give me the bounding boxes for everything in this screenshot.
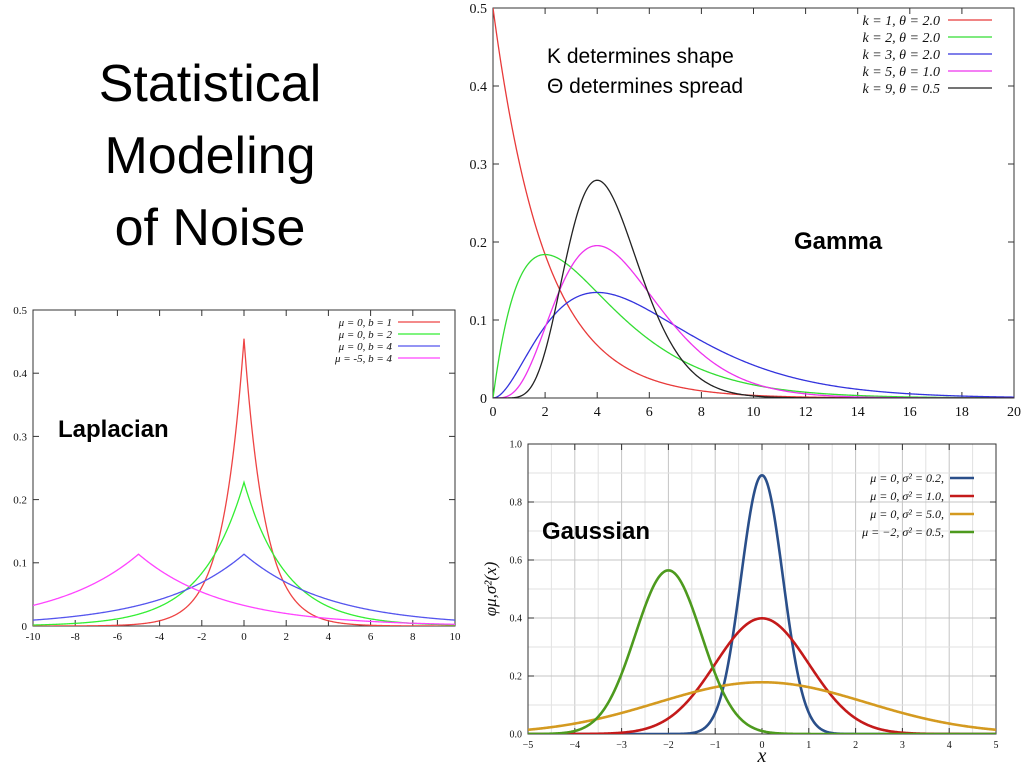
legend-label-3: k = 3, θ = 2.0 bbox=[863, 48, 941, 63]
legend-label-4: k = 5, θ = 1.0 bbox=[863, 65, 941, 80]
x-tick-label: −2 bbox=[663, 740, 674, 751]
series-line-4 bbox=[528, 569, 996, 734]
y-tick-label: 0.6 bbox=[510, 556, 523, 567]
y-tick-label: 0.1 bbox=[470, 314, 488, 329]
series-line-1 bbox=[33, 338, 455, 626]
y-tick-label: 0.5 bbox=[470, 2, 488, 17]
gamma-chart: 0 2 4 6 8 10 12 14 16 18 20 0 0.1 0.2 0.3 0.4 0.5 k = 1, … bbox=[470, 2, 1022, 420]
y-tick-label: 0.1 bbox=[13, 558, 27, 570]
legend-label-3: μ = 0, σ² = 5.0, bbox=[869, 507, 944, 521]
title-line-2: Modeling bbox=[104, 127, 316, 185]
x-tick-label: -6 bbox=[113, 631, 123, 643]
x-tick-label: 4 bbox=[326, 631, 332, 643]
x-tick-label: -10 bbox=[26, 631, 41, 643]
laplacian-chart: -10 -8 -6 -4 -2 0 2 4 6 8 10 0 0.1 0.2 0.3 0.4 0.5 μ = 0,… bbox=[13, 305, 462, 643]
series-line-2 bbox=[33, 480, 455, 626]
y-tick-label: 0.0 bbox=[510, 730, 523, 741]
series-line-3 bbox=[493, 291, 1014, 398]
gamma-annotation: K determines shape Θ determines spread bbox=[547, 42, 743, 102]
x-tick-label: 10 bbox=[450, 631, 462, 643]
x-tick-label: 8 bbox=[698, 405, 705, 420]
legend-label-5: k = 9, θ = 0.5 bbox=[863, 82, 941, 97]
y-tick-label: 0.2 bbox=[510, 672, 523, 683]
gamma-label: Gamma bbox=[794, 228, 883, 255]
y-tick-label: 0.4 bbox=[510, 614, 523, 625]
series-line-4 bbox=[493, 244, 1014, 398]
x-tick-label: 20 bbox=[1007, 405, 1021, 420]
legend-label-3: μ = 0, b = 4 bbox=[338, 341, 393, 353]
legend-label-1: μ = 0, b = 1 bbox=[338, 317, 392, 329]
x-tick-label: −5 bbox=[523, 740, 534, 751]
y-tick-label: 0.2 bbox=[470, 236, 488, 251]
legend-label-1: μ = 0, σ² = 0.2, bbox=[869, 471, 944, 485]
laplacian-chart-panel: -10 -8 -6 -4 -2 0 2 4 6 8 10 0 0.1 0.2 0.3 0.4 0.5 μ = 0,… bbox=[0, 300, 470, 660]
x-tick-label: 6 bbox=[368, 631, 374, 643]
gaussian-chart-panel: −5 −4 −3 −2 −1 0 1 2 3 4 5 0.0 0.2 0.4 0.6 0.8 1.0 μ = 0,… bbox=[472, 432, 1024, 768]
y-tick-label: 0.8 bbox=[510, 498, 523, 509]
x-tick-label: 2 bbox=[283, 631, 289, 643]
x-tick-label: -2 bbox=[197, 631, 206, 643]
x-tick-label: 4 bbox=[594, 405, 601, 420]
x-tick-label: 0 bbox=[241, 631, 247, 643]
x-tick-label: 18 bbox=[955, 405, 969, 420]
series-line-5 bbox=[493, 179, 1014, 398]
legend-label-1: k = 1, θ = 2.0 bbox=[863, 14, 941, 29]
y-tick-label: 0.5 bbox=[13, 305, 27, 317]
y-tick-label: 0.3 bbox=[470, 158, 488, 173]
x-tick-label: 8 bbox=[410, 631, 416, 643]
x-tick-label: 10 bbox=[747, 405, 761, 420]
x-tick-label: 0 bbox=[490, 405, 497, 420]
gamma-annotation-line-2: Θ determines spread bbox=[547, 75, 744, 98]
x-tick-label: 12 bbox=[799, 405, 813, 420]
x-tick-label: 16 bbox=[903, 405, 917, 420]
y-tick-label: 0 bbox=[22, 621, 28, 633]
x-tick-label: 1 bbox=[806, 740, 811, 751]
x-tick-label: 2 bbox=[542, 405, 549, 420]
gamma-chart-panel: 0 2 4 6 8 10 12 14 16 18 20 0 0.1 0.2 0.3 0.4 0.5 k = 1, … bbox=[440, 0, 1024, 432]
legend-label-4: μ = −2, σ² = 0.5, bbox=[861, 525, 944, 539]
x-tick-label: 3 bbox=[900, 740, 905, 751]
x-tick-label: 14 bbox=[851, 405, 865, 420]
y-tick-label: 0.3 bbox=[13, 431, 27, 443]
laplacian-label: Laplacian bbox=[58, 416, 169, 443]
y-tick-label: 0.2 bbox=[13, 494, 27, 506]
y-tick-label: 0 bbox=[480, 392, 487, 407]
x-tick-label: 2 bbox=[853, 740, 858, 751]
legend-label-2: μ = 0, b = 2 bbox=[338, 329, 393, 341]
x-tick-label: 4 bbox=[947, 740, 952, 751]
gamma-annotation-line-1: K determines shape bbox=[547, 45, 734, 68]
series-line-1 bbox=[528, 473, 996, 734]
y-tick-label: 0.4 bbox=[470, 80, 488, 95]
y-axis-label: φμ,σ²(x) bbox=[481, 561, 500, 616]
x-tick-label: 5 bbox=[994, 740, 999, 751]
series-line-3 bbox=[528, 680, 996, 732]
legend-label-2: μ = 0, σ² = 1.0, bbox=[869, 489, 944, 503]
title-line-3: of Noise bbox=[114, 199, 306, 257]
slide-title: Statistical Modeling of Noise bbox=[40, 48, 380, 264]
x-tick-label: -8 bbox=[71, 631, 81, 643]
gaussian-label: Gaussian bbox=[542, 518, 651, 545]
x-tick-label: 0 bbox=[760, 740, 765, 751]
x-tick-label: -4 bbox=[155, 631, 165, 643]
title-line-1: Statistical bbox=[98, 55, 322, 113]
legend-label-2: k = 2, θ = 2.0 bbox=[863, 31, 941, 46]
gaussian-chart: −5 −4 −3 −2 −1 0 1 2 3 4 5 0.0 0.2 0.4 0.6 0.8 1.0 μ = 0,… bbox=[481, 440, 999, 768]
y-tick-label: 0.4 bbox=[13, 368, 27, 380]
series-line-3 bbox=[33, 553, 455, 621]
y-tick-label: 1.0 bbox=[510, 440, 523, 451]
x-axis-label: x bbox=[757, 745, 767, 767]
x-tick-label: −3 bbox=[616, 740, 627, 751]
x-tick-label: 6 bbox=[646, 405, 653, 420]
series-line-4 bbox=[33, 553, 455, 625]
x-tick-label: −4 bbox=[569, 740, 580, 751]
legend-label-4: μ = -5, b = 4 bbox=[334, 353, 393, 365]
series-line-2 bbox=[493, 253, 1014, 398]
x-tick-label: −1 bbox=[710, 740, 721, 751]
